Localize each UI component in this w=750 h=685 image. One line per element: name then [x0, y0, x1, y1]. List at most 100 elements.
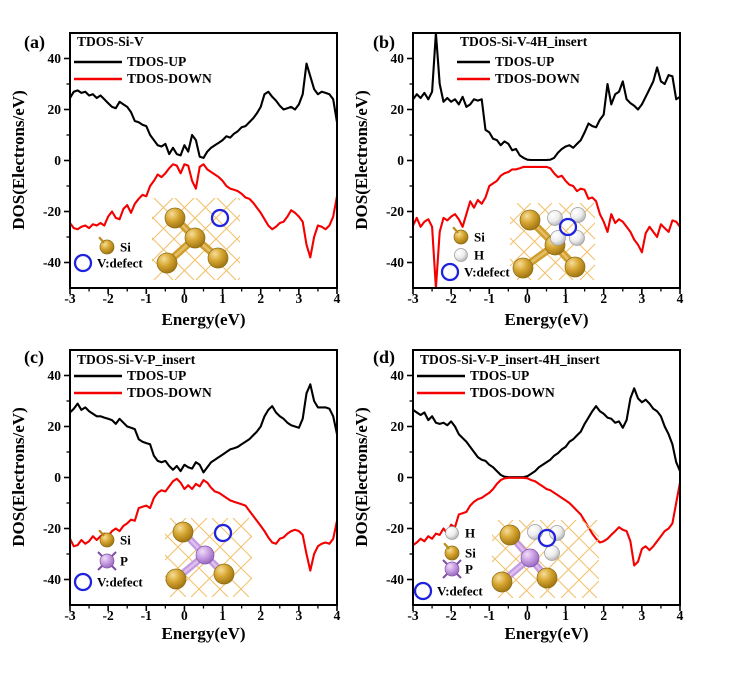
y-tick-label: 20 — [391, 102, 405, 117]
y-tick-label: 40 — [391, 51, 405, 66]
inset-legend: H SiP V:defect — [413, 526, 483, 601]
y-tick-label: 0 — [397, 153, 404, 168]
si-atom — [164, 207, 186, 229]
plot-title: TDOS-Si-V-P_insert-4H_insert — [420, 352, 600, 367]
x-tick-label: 4 — [334, 291, 341, 306]
legend-label: TDOS-UP — [127, 368, 186, 383]
x-tick-label: -2 — [446, 608, 457, 623]
panel-d: (d) -3 -2 -1 0 1 2 3 4 -40 -20 0 20 40 Energy(eV) DOS(E… — [343, 342, 718, 685]
inset-legend-label: V:defect — [97, 256, 143, 271]
x-tick-label: -1 — [484, 291, 495, 306]
si-atom — [207, 247, 229, 269]
y-tick-label: -20 — [43, 521, 61, 536]
lattice-line — [579, 264, 595, 280]
structure-inset — [165, 518, 252, 597]
panel-c: (c) -3 -2 -1 0 1 2 3 4 -40 -20 0 20 40 Energy(eV) DOS(E… — [0, 342, 375, 685]
lattice-line — [259, 198, 341, 280]
plot-frame — [69, 32, 338, 289]
legend-label: TDOS-UP — [470, 368, 529, 383]
axes-ticks: -3 -2 -1 0 1 2 3 4 -40 -20 0 20 40 — [43, 368, 341, 623]
y-axis-label: DOS(Electrons/eV) — [9, 90, 28, 229]
curves — [414, 387, 679, 567]
tdos-up-curve — [414, 387, 679, 479]
x-tick-label: 0 — [524, 291, 531, 306]
tdos-down-curve — [71, 163, 336, 259]
lattice-line — [165, 533, 229, 597]
lattice-line — [685, 203, 718, 280]
lattice-line — [152, 198, 174, 220]
lattice-line — [195, 198, 240, 243]
y-tick-label: 20 — [48, 102, 62, 117]
plot-frame — [69, 349, 338, 606]
x-tick-label: 0 — [524, 608, 531, 623]
si-legend-marker — [99, 239, 115, 255]
lattice-line — [622, 203, 699, 280]
si-tail — [443, 542, 450, 550]
inset-legend-label: P — [120, 554, 128, 569]
panel-letter: (c) — [24, 347, 44, 368]
si-atom — [165, 568, 187, 590]
lattice-line — [510, 237, 553, 280]
lattice-line — [259, 198, 341, 280]
lattice-line — [581, 580, 599, 598]
dos-plot-b: (b) -3 -2 -1 0 1 2 3 4 -40 -20 0 20 40 Energy(eV) DOS(E… — [352, 32, 718, 329]
plot-title: TDOS-Si-V — [77, 34, 144, 49]
h-atom — [549, 525, 565, 541]
y-tick-label: 0 — [54, 153, 61, 168]
lattice-line — [510, 203, 532, 225]
tdos-down-curve — [414, 476, 679, 567]
inset-legend-label: Si — [465, 546, 476, 561]
si-tail — [98, 529, 105, 537]
lattice-line — [579, 203, 595, 219]
v-defect-legend-marker — [73, 572, 93, 592]
lattice-line — [560, 520, 599, 559]
y-axis-label: DOS(Electrons/eV) — [9, 407, 28, 546]
tdos-down-curve — [414, 165, 679, 287]
lattice-line — [622, 203, 699, 280]
dos-plot-a: (a) -3 -2 -1 0 1 2 3 4 -40 -20 0 20 40 Energy(eV) DOS(E… — [9, 32, 341, 329]
lattice-line — [666, 520, 718, 598]
v-defect-legend-marker — [413, 581, 433, 601]
structure-inset — [510, 203, 718, 280]
si-legend-marker — [444, 545, 460, 561]
si-atom — [213, 563, 235, 585]
dos-plot-d: (d) -3 -2 -1 0 1 2 3 4 -40 -20 0 20 40 Energy(eV) DOS(E… — [352, 347, 718, 643]
inset-legend-label: V:defect — [97, 575, 143, 590]
v-defect-legend-marker — [440, 262, 460, 282]
y-tick-label: 40 — [391, 368, 405, 383]
y-tick-label: -20 — [386, 204, 404, 219]
lattice-line — [685, 203, 718, 280]
inset-legend-label: H — [474, 248, 484, 263]
defect-circle — [210, 208, 230, 228]
x-tick-label: 1 — [219, 608, 226, 623]
x-axis-label: Energy(eV) — [161, 624, 245, 643]
lattice-line — [216, 198, 240, 222]
lattice-line — [645, 520, 718, 598]
y-tick-label: 0 — [54, 470, 61, 485]
curves — [71, 62, 336, 259]
h-atom — [570, 207, 586, 223]
h-legend-marker — [445, 526, 459, 540]
panel-b: (b) -3 -2 -1 0 1 2 3 4 -40 -20 0 20 40 Energy(eV) DOS(E… — [343, 0, 718, 343]
tdos-up-curve — [71, 62, 336, 159]
si-atom — [564, 256, 586, 278]
panel-letter: (d) — [373, 347, 395, 368]
x-tick-label: 4 — [334, 608, 341, 623]
h-atom — [550, 230, 566, 246]
x-tick-label: 4 — [677, 291, 684, 306]
si-atom — [519, 209, 541, 231]
x-tick-label: 2 — [257, 291, 264, 306]
y-tick-label: -40 — [43, 572, 61, 587]
x-tick-label: 2 — [600, 291, 607, 306]
lattice-line — [174, 198, 240, 264]
x-tick-label: -1 — [484, 608, 495, 623]
si-atom — [491, 571, 513, 593]
y-tick-label: -20 — [386, 521, 404, 536]
legend-label: TDOS-UP — [127, 54, 186, 69]
si-atom — [536, 567, 558, 589]
panel-letter: (b) — [373, 32, 395, 53]
inset-legend-label: P — [465, 562, 473, 577]
curves — [71, 383, 336, 572]
inset-legend: Si H V:defect — [440, 226, 510, 282]
